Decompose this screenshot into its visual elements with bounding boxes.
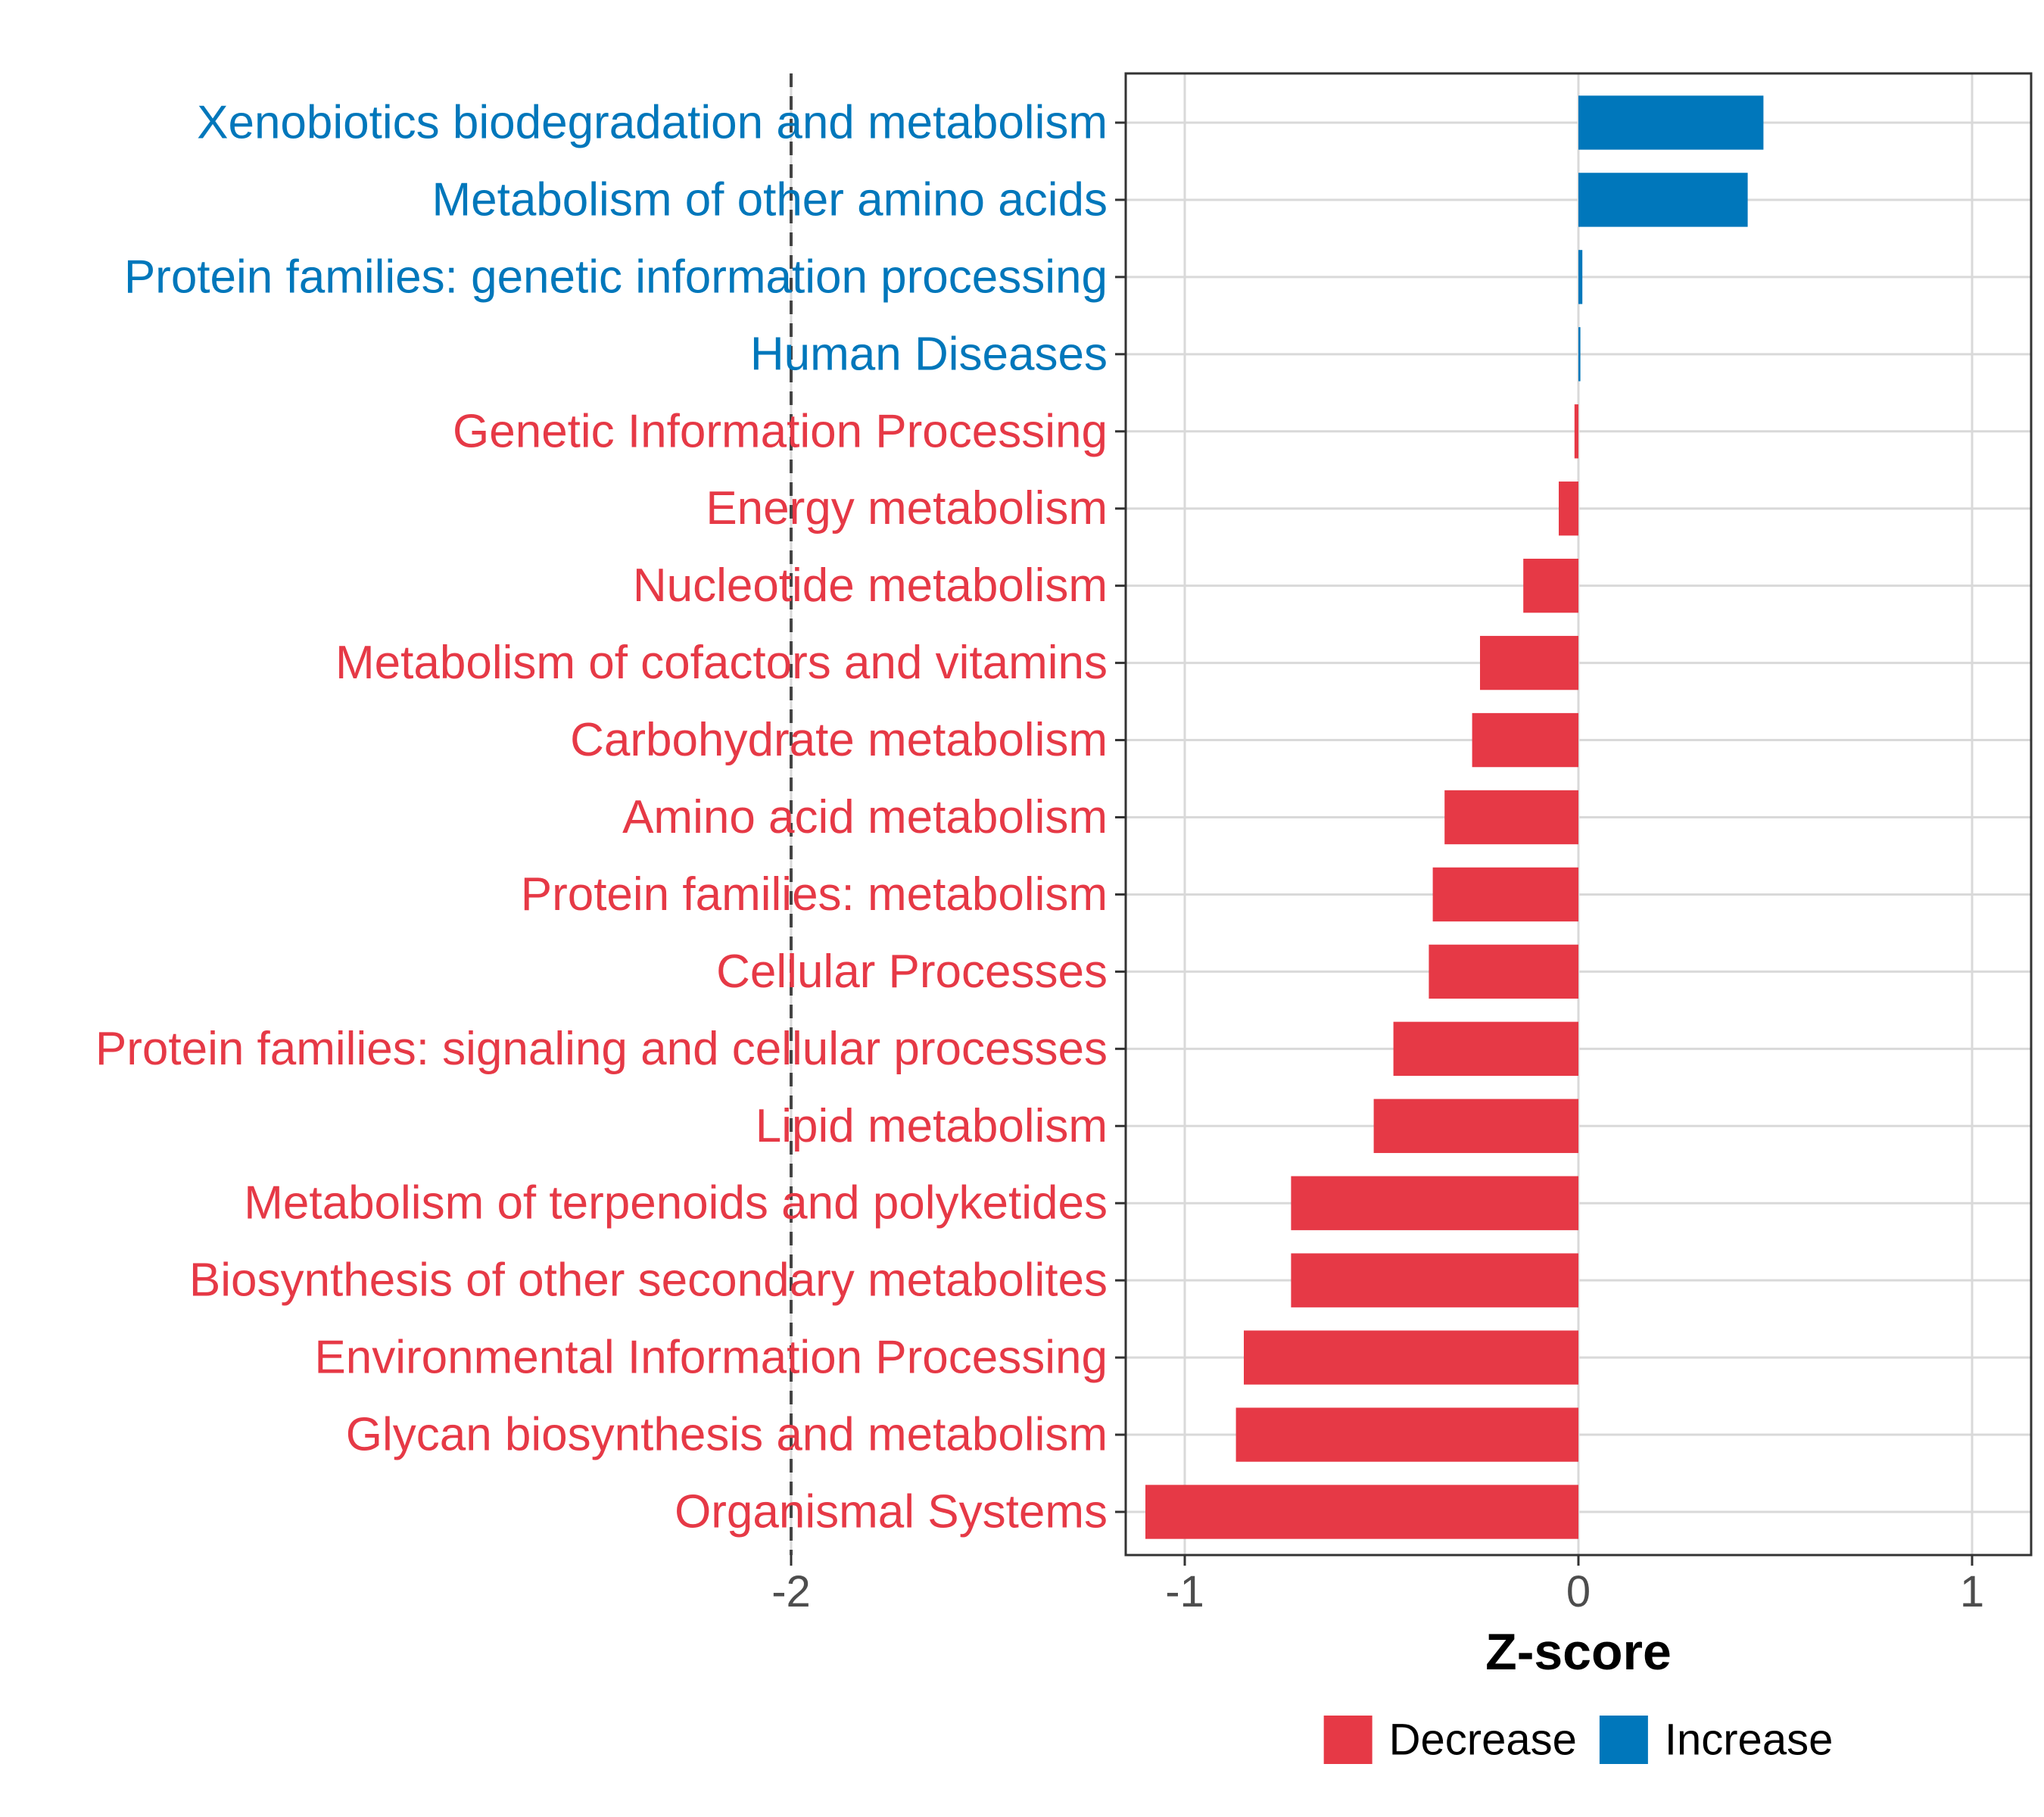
- legend-key-swatch: [1323, 1716, 1373, 1764]
- category-label: Protein families: metabolism: [521, 868, 1108, 921]
- category-label: Metabolism of cofactors and vitamins: [335, 637, 1108, 689]
- category-label: Amino acid metabolism: [622, 791, 1108, 843]
- x-axis-title: Z-score: [1485, 1623, 1672, 1681]
- x-tick-label: 1: [1960, 1567, 1984, 1616]
- bar: [1291, 1176, 1578, 1230]
- x-tick-label: -1: [1165, 1567, 1204, 1616]
- y-axis-category-labels: Xenobiotics biodegradation and metabolis…: [95, 97, 1108, 1538]
- category-label: Cellular Processes: [716, 946, 1108, 998]
- category-label: Human Diseases: [750, 328, 1108, 380]
- category-label: Protein families: genetic information pr…: [124, 251, 1108, 303]
- y-axis-ticks: [1115, 121, 1126, 1513]
- x-tick-label: -2: [771, 1567, 811, 1616]
- category-label: Environmental Information Processing: [314, 1332, 1108, 1384]
- bar: [1244, 1330, 1578, 1385]
- category-label: Energy metabolism: [706, 482, 1108, 535]
- bar: [1393, 1021, 1578, 1077]
- x-tick-label: 0: [1566, 1567, 1591, 1616]
- legend-label: Increase: [1665, 1716, 1833, 1765]
- bar: [1472, 712, 1578, 768]
- category-label: Lipid metabolism: [756, 1100, 1108, 1152]
- category-label: Genetic Information Processing: [453, 405, 1108, 457]
- category-label: Biosynthesis of other secondary metaboli…: [189, 1254, 1108, 1307]
- bar: [1480, 635, 1578, 690]
- bars: [1145, 95, 1764, 1539]
- bar: [1578, 95, 1764, 150]
- category-label: Xenobiotics biodegradation and metabolis…: [197, 97, 1108, 149]
- bar: [1559, 482, 1578, 536]
- bar: [1578, 173, 1748, 227]
- bar: [1235, 1407, 1578, 1462]
- reference-lines: [790, 73, 793, 1555]
- bar: [1291, 1253, 1578, 1307]
- category-label: Carbohydrate metabolism: [570, 714, 1108, 766]
- bar: [1523, 558, 1578, 613]
- bar: [1578, 327, 1581, 382]
- bar: [1373, 1099, 1578, 1153]
- bar: [1574, 404, 1578, 459]
- bar: [1578, 250, 1583, 304]
- category-label: Organismal Systems: [675, 1486, 1108, 1538]
- bar: [1444, 790, 1578, 845]
- category-label: Metabolism of other amino acids: [432, 173, 1108, 226]
- category-label: Protein families: signaling and cellular…: [95, 1023, 1108, 1075]
- legend: Decrease Increase: [1323, 1716, 1833, 1765]
- bar: [1432, 867, 1578, 922]
- bar: [1145, 1485, 1578, 1539]
- legend-label: Decrease: [1389, 1716, 1577, 1765]
- category-label: Metabolism of terpenoids and polyketides: [244, 1177, 1108, 1230]
- category-label: Nucleotide metabolism: [633, 559, 1108, 612]
- category-label: Glycan biosynthesis and metabolism: [346, 1409, 1108, 1461]
- x-axis-ticks: -2-1012: [771, 1555, 1984, 1616]
- legend-key-swatch: [1599, 1716, 1648, 1764]
- bar: [1429, 944, 1578, 999]
